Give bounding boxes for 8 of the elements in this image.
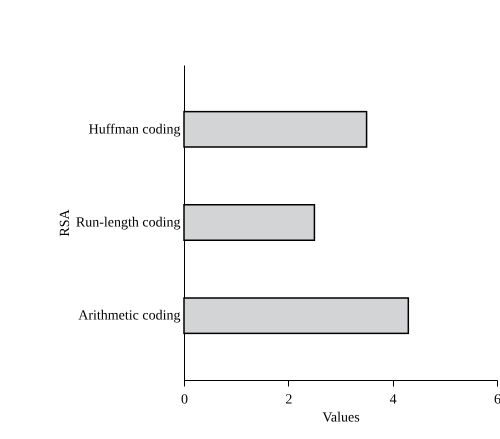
y-tick-label: Run-length coding: [76, 216, 180, 230]
y-axis-title: RSA: [58, 208, 73, 237]
x-tick-label: 0: [181, 392, 188, 408]
x-tick-label: 2: [285, 392, 292, 408]
y-tick-label: Arithmetic coding: [78, 308, 180, 324]
x-axis-title: Values: [322, 410, 360, 426]
y-tick-label: Huffman coding: [88, 122, 180, 138]
x-tick-label: 4: [390, 392, 397, 408]
